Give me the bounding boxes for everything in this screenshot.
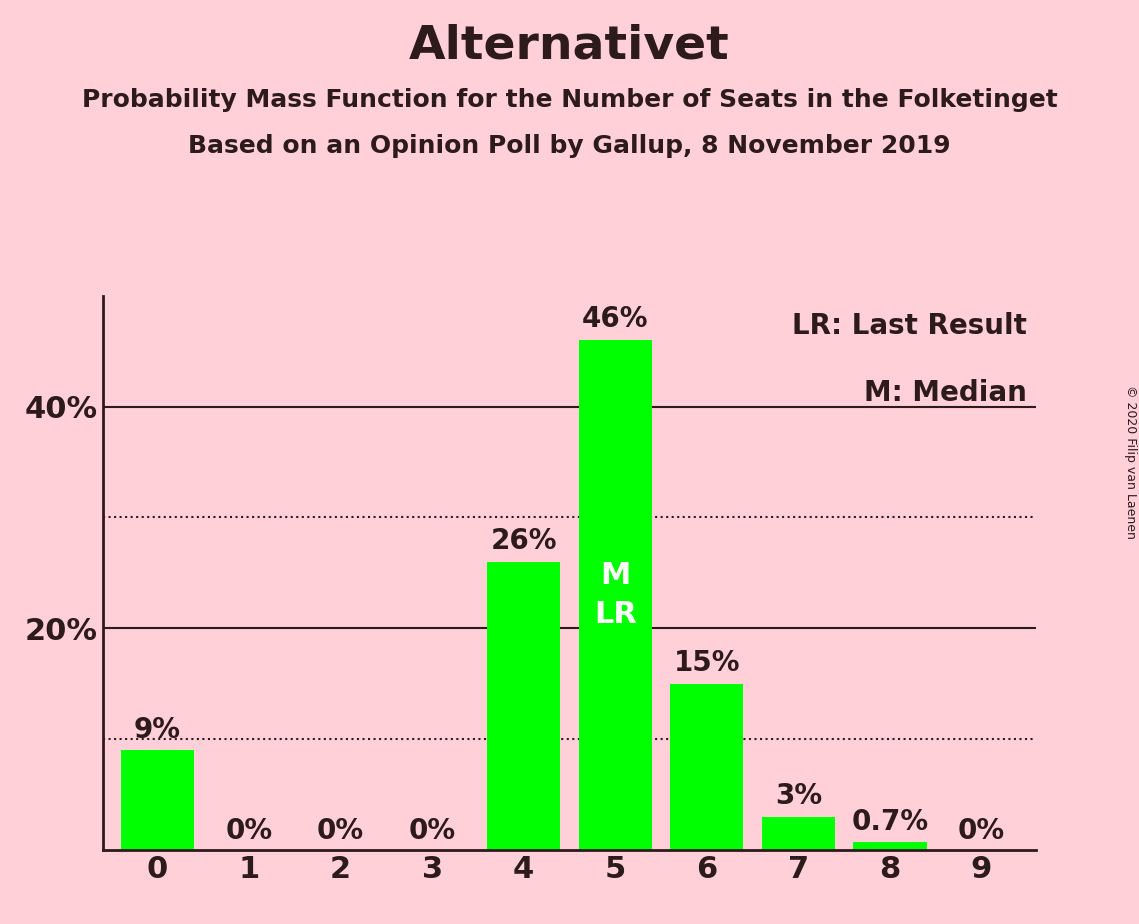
Bar [579, 340, 652, 850]
Text: Alternativet: Alternativet [409, 23, 730, 68]
Text: M: Median: M: Median [865, 379, 1027, 407]
Text: 15%: 15% [673, 649, 740, 677]
Bar [487, 562, 560, 850]
Text: M
LR: M LR [593, 562, 637, 628]
Text: 3%: 3% [775, 782, 822, 810]
Text: 9%: 9% [134, 715, 181, 744]
Text: 0%: 0% [317, 817, 364, 845]
Text: Probability Mass Function for the Number of Seats in the Folketinget: Probability Mass Function for the Number… [82, 88, 1057, 112]
Text: Based on an Opinion Poll by Gallup, 8 November 2019: Based on an Opinion Poll by Gallup, 8 No… [188, 134, 951, 158]
Text: 0%: 0% [958, 817, 1005, 845]
Text: 0%: 0% [409, 817, 456, 845]
Text: 0.7%: 0.7% [852, 808, 928, 835]
Text: © 2020 Filip van Laenen: © 2020 Filip van Laenen [1124, 385, 1137, 539]
Text: 26%: 26% [491, 527, 557, 555]
Bar [853, 843, 927, 850]
Bar [121, 750, 194, 850]
Text: LR: Last Result: LR: Last Result [793, 312, 1027, 340]
Bar [762, 817, 835, 850]
Text: 46%: 46% [582, 305, 648, 334]
Text: 0%: 0% [226, 817, 272, 845]
Bar [670, 684, 744, 850]
